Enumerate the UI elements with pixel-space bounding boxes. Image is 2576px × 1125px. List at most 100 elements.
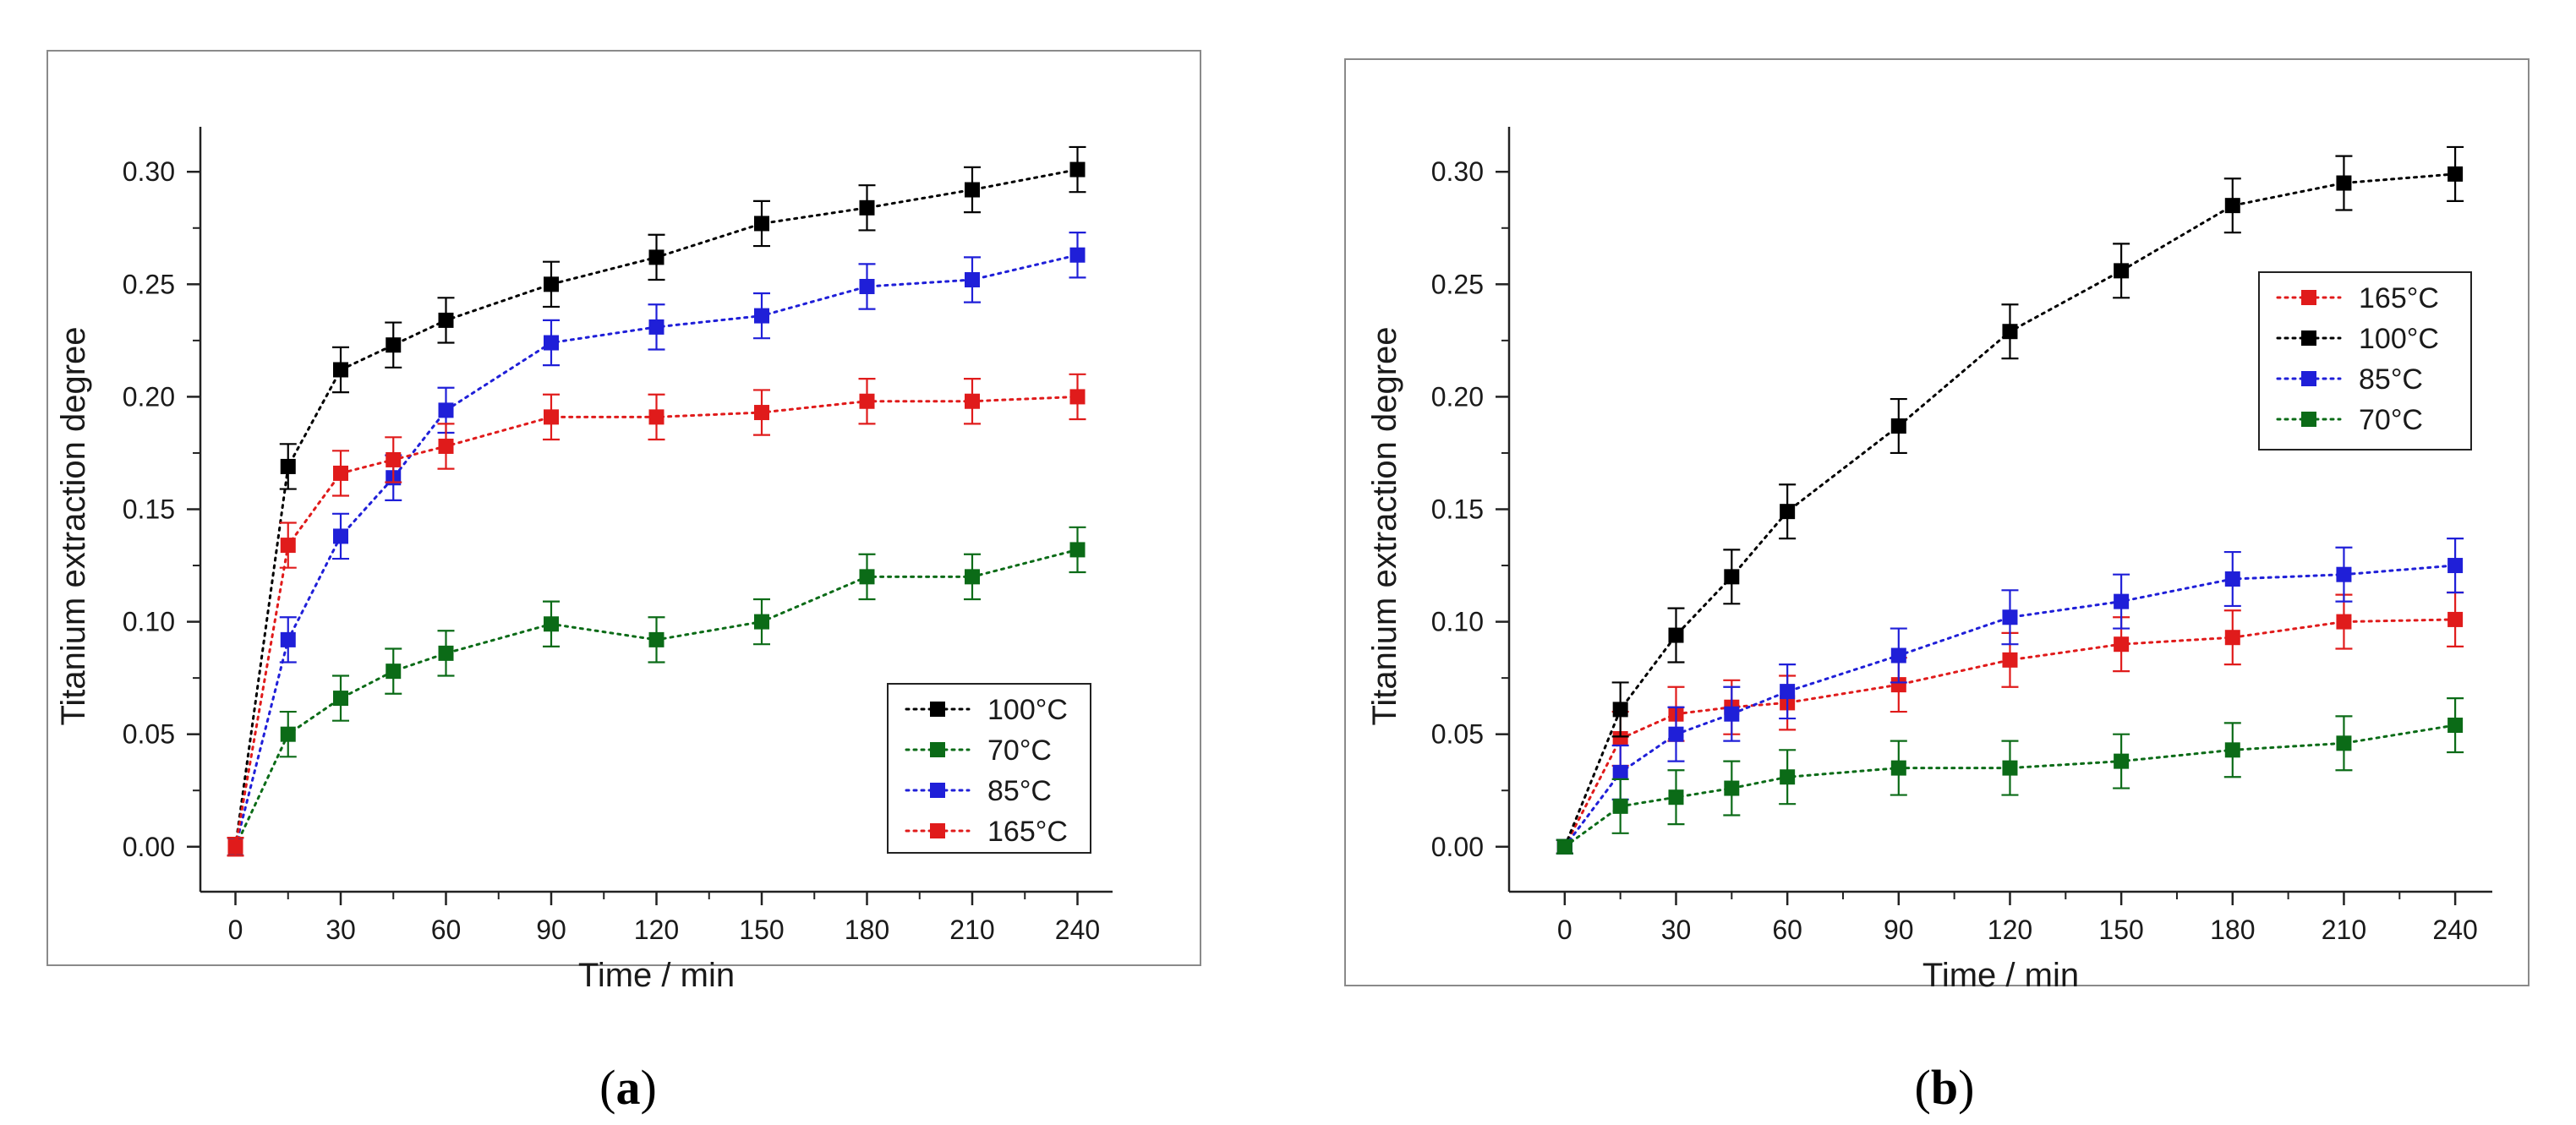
- chart-b-legend-label: 100°C: [2359, 323, 2439, 355]
- chart-b-data-point: [1668, 726, 1684, 742]
- chart-b-data-point: [1668, 789, 1684, 806]
- chart-b-data-point: [1612, 731, 1628, 746]
- chart-b-data-point: [1724, 706, 1740, 722]
- chart-a-legend-label: 70°C: [987, 735, 1052, 767]
- chart-b-x-tick-label: 150: [2098, 915, 2143, 945]
- chart-b-y-tick-label: 0.15: [1431, 494, 1484, 525]
- chart-b: 0 30 60 90 120 150 180 210 240 0.00 0.05 0.10 0.15 0.…: [1366, 127, 2492, 994]
- chart-b-data-point: [1668, 627, 1684, 643]
- chart-a-data-point: [754, 405, 769, 421]
- chart-b-data-point: [2447, 611, 2464, 627]
- chart-a-x-axis-label: Time / min: [578, 957, 735, 994]
- chart-a-data-point: [280, 631, 296, 647]
- chart-b-data-point: [1780, 684, 1796, 700]
- chart-a-legend-marker: [930, 742, 945, 757]
- chart-b-data-point: [2002, 760, 2018, 776]
- chart-a-y-tick-label: 0.25: [123, 269, 175, 299]
- chart-b-data-point: [2114, 593, 2130, 609]
- chart-a-data-point: [438, 438, 454, 454]
- chart-b-data-point: [2447, 718, 2464, 734]
- chart-a-data-point: [648, 249, 665, 265]
- chart-a-legend-box: [887, 683, 1091, 854]
- chart-b-legend-label: 165°C: [2359, 282, 2439, 314]
- chart-a-data-point: [280, 538, 296, 554]
- chart-b-data-point: [2224, 630, 2240, 646]
- chart-a-x-tick-label: 60: [431, 915, 462, 945]
- chart-b-y-tick-label: 0.20: [1431, 381, 1484, 412]
- chart-b-data-point: [2336, 735, 2352, 751]
- chart-b-data-point: [1890, 677, 1906, 693]
- chart-a-data-point: [965, 182, 980, 198]
- chart-b-x-tick-label: 60: [1772, 915, 1802, 945]
- chart-b-data-point: [1724, 569, 1740, 585]
- chart-a-x-tick-label: 30: [325, 915, 356, 945]
- chart-a-y-tick-label: 0.30: [123, 156, 175, 187]
- chart-a-legend-marker: [930, 823, 945, 838]
- chart-b-data-point: [2447, 166, 2464, 182]
- chart-b-data-point: [2336, 566, 2352, 582]
- chart-b-data-point: [1890, 418, 1906, 434]
- chart-b-x-axis-label: Time / min: [1922, 957, 2079, 994]
- chart-b-x-tick-label: 90: [1884, 915, 1914, 945]
- chart-a-data-point: [227, 838, 243, 855]
- chart-b-y-tick-label: 0.05: [1431, 719, 1484, 750]
- chart-b-data-point: [2114, 753, 2130, 769]
- chart-b-legend-label: 70°C: [2359, 404, 2423, 436]
- chart-a-y-tick-label: 0.20: [123, 381, 175, 412]
- panel-label-b: (b): [1915, 1060, 1975, 1115]
- chart-a-x-tick-label: 240: [1055, 915, 1100, 945]
- chart-a-data-point: [544, 335, 559, 351]
- chart-b-data-point: [1612, 764, 1628, 780]
- chart-a-x-tick-label: 0: [228, 915, 243, 945]
- chart-a-data-point: [333, 528, 348, 544]
- chart-a-y-tick-label: 0.00: [123, 832, 175, 862]
- chart-b-y-tick-label: 0.25: [1431, 269, 1484, 299]
- chart-b-legend-marker: [2301, 371, 2316, 386]
- chart-a-data-point: [386, 451, 402, 467]
- chart-a-data-point: [544, 276, 559, 292]
- chart-a-data-point: [754, 216, 769, 232]
- chart-a-data-point: [280, 458, 296, 474]
- chart-b-data-point: [2224, 742, 2240, 758]
- chart-b-data-point: [1612, 798, 1628, 814]
- chart-b-series-line: [1563, 618, 2457, 849]
- chart-a-y-tick-label: 0.05: [123, 719, 175, 750]
- chart-b-data-point: [1890, 647, 1906, 664]
- chart-b-data-point: [2002, 652, 2018, 668]
- chart-a-data-point: [648, 319, 665, 335]
- chart-a-data-point: [965, 569, 980, 585]
- chart-b-data-point: [2002, 324, 2018, 340]
- chart-a-legend-label: 165°C: [987, 816, 1068, 848]
- panel-b-frame: [1344, 58, 2530, 986]
- chart-a-legend-marker: [930, 702, 945, 717]
- chart-a-data-point: [1069, 389, 1086, 405]
- chart-b-y-tick-label: 0.00: [1431, 832, 1484, 862]
- chart-a-data-point: [280, 726, 296, 742]
- chart-a-data-point: [648, 631, 665, 647]
- panel-a-frame: [46, 50, 1201, 966]
- chart-a-data-point: [438, 312, 454, 328]
- chart-a-data-point: [333, 465, 348, 481]
- chart-a-data-point: [754, 308, 769, 324]
- chart-b-y-tick-label: 0.30: [1431, 156, 1484, 187]
- chart-a-data-point: [648, 409, 665, 425]
- chart-a-data-point: [1069, 247, 1086, 263]
- chart-a-legend-label: 100°C: [987, 694, 1068, 726]
- chart-b-legend-marker: [2301, 290, 2316, 305]
- chart-a-data-point: [965, 393, 980, 409]
- chart-b-y-axis-label: Titanium extraction degree: [1366, 326, 1403, 725]
- chart-a-y-tick-label: 0.15: [123, 494, 175, 525]
- chart-a-data-point: [859, 199, 875, 216]
- chart-b-data-point: [2224, 571, 2240, 587]
- chart-b-data-point: [1780, 769, 1796, 785]
- chart-b-data-point: [1780, 504, 1796, 520]
- chart-b-x-tick-label: 30: [1661, 915, 1692, 945]
- chart-b-data-point: [2224, 198, 2240, 214]
- chart-a-data-point: [1069, 542, 1086, 558]
- chart-a-data-point: [544, 616, 559, 632]
- chart-b-x-tick-label: 180: [2210, 915, 2255, 945]
- chart-a-data-point: [859, 278, 875, 294]
- chart-b-x-tick-label: 120: [1988, 915, 2032, 945]
- chart-a-y-axis-label: Titanium extraction degree: [55, 326, 92, 725]
- panel-label-a: (a): [599, 1060, 657, 1115]
